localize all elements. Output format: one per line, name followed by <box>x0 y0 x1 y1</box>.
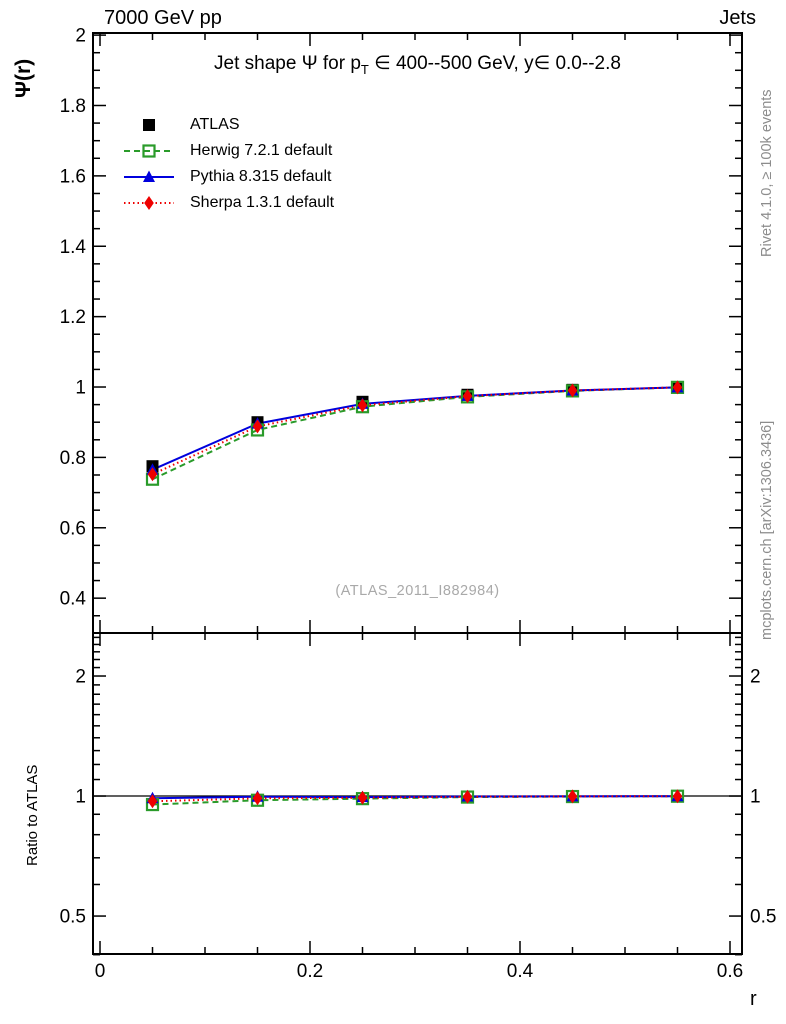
legend-marker-diamond <box>124 196 174 210</box>
plot-title: Jet shape Ψ for pT ∈ 400--500 GeV, y∈ 0.… <box>93 52 742 77</box>
axis-ticks <box>93 33 742 956</box>
svg-text:0.5: 0.5 <box>750 907 776 928</box>
svg-text:0.6: 0.6 <box>60 518 86 539</box>
ratio-panel-frame <box>92 632 743 955</box>
svg-text:0.4: 0.4 <box>60 589 87 610</box>
svg-text:0.2: 0.2 <box>297 961 323 982</box>
analysis-id-watermark: (ATLAS_2011_I882984) <box>335 583 500 599</box>
svg-text:2: 2 <box>750 667 761 688</box>
main-panel-series <box>145 380 685 486</box>
series-line-triangle <box>152 386 678 471</box>
beam-energy-label: 7000 GeV pp <box>104 7 222 29</box>
legend-item: ATLAS <box>121 112 334 138</box>
legend-item: Pythia 8.315 default <box>121 164 334 190</box>
plot-title-pre: Jet shape Ψ for p <box>214 53 361 74</box>
svg-text:0: 0 <box>95 961 106 982</box>
svg-text:0.5: 0.5 <box>60 907 86 928</box>
legend-item: Sherpa 1.3.1 default <box>121 190 334 216</box>
main-y-axis-title: Ψ(r) <box>12 58 35 98</box>
svg-text:0.6: 0.6 <box>717 961 743 982</box>
svg-text:0.8: 0.8 <box>60 448 86 469</box>
x-axis-title: r <box>750 988 757 1010</box>
rivet-version-caption: Rivet 4.1.0, ≥ 100k events <box>759 89 775 257</box>
plot-title-post: ∈ 400--500 GeV, y∈ 0.0--2.8 <box>368 53 621 74</box>
mcplots-arxiv-caption: mcplots.cern.ch [arXiv:1306.3436] <box>759 420 775 640</box>
legend-item: Herwig 7.2.1 default <box>121 138 334 164</box>
plot-title-subscript: T <box>360 61 369 77</box>
legend-label: ATLAS <box>190 116 240 133</box>
svg-text:0.4: 0.4 <box>507 961 534 982</box>
svg-text:2: 2 <box>75 26 86 47</box>
svg-text:1.6: 1.6 <box>60 166 86 187</box>
legend: ATLAS Herwig 7.2.1 default Pythia 8.315 de… <box>121 112 334 216</box>
legend-marker-triangle <box>124 170 174 182</box>
legend-label: Pythia 8.315 default <box>190 168 332 185</box>
legend-marker-square <box>143 119 155 131</box>
process-label: Jets <box>719 7 756 29</box>
svg-text:1.2: 1.2 <box>60 307 86 328</box>
ratio-panel-series <box>145 789 685 812</box>
series-line-opensquare <box>152 795 678 806</box>
svg-text:1.8: 1.8 <box>60 96 86 117</box>
svg-text:2: 2 <box>75 667 86 688</box>
ratio-y-axis-title: Ratio to ATLAS <box>24 764 41 866</box>
series-line-diamond <box>152 795 678 803</box>
svg-text:1: 1 <box>75 378 86 399</box>
legend-label: Sherpa 1.3.1 default <box>190 194 335 211</box>
svg-text:1: 1 <box>75 787 86 808</box>
legend-marker-opensquare <box>124 144 174 158</box>
svg-text:1: 1 <box>750 787 761 808</box>
legend-label: Herwig 7.2.1 default <box>190 142 333 159</box>
series-line-diamond <box>152 386 678 476</box>
svg-text:1.4: 1.4 <box>60 237 87 258</box>
